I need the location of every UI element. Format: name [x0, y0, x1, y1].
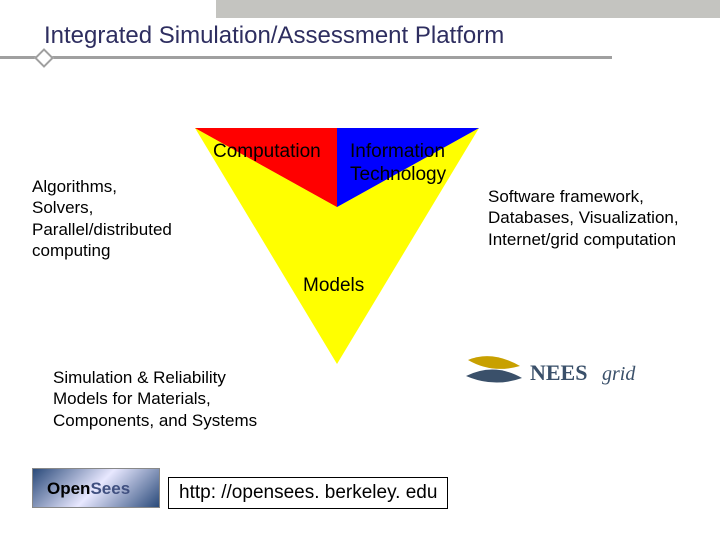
- annotation-line: computing: [32, 240, 172, 261]
- title-diamond-icon: [34, 48, 54, 68]
- url-text: http: //opensees. berkeley. edu: [179, 482, 437, 503]
- opensees-logo: OpenSees: [32, 468, 160, 508]
- annotation-line: Components, and Systems: [53, 410, 257, 431]
- opensees-text-open: Open: [47, 479, 90, 498]
- opensees-text-sees: Sees: [90, 479, 130, 498]
- annotation-line: Parallel/distributed: [32, 219, 172, 240]
- annotation-line: Algorithms,: [32, 176, 172, 197]
- triangle-label-computation: Computation: [213, 141, 321, 163]
- annotation-line: Models for Materials,: [53, 388, 257, 409]
- annotation-line: Databases, Visualization,: [488, 207, 679, 228]
- annotation-line: Software framework,: [488, 186, 679, 207]
- annotation-line: Solvers,: [32, 197, 172, 218]
- annotation-models: Simulation & Reliability Models for Mate…: [53, 367, 257, 431]
- triangle-label-information-line1: Information: [350, 141, 445, 163]
- title-underline: [0, 56, 612, 59]
- page-title: Integrated Simulation/Assessment Platfor…: [44, 22, 504, 50]
- header-band: [216, 0, 720, 18]
- annotation-computation: Algorithms, Solvers, Parallel/distribute…: [32, 176, 172, 261]
- neesgrid-text-nees: NEES: [530, 360, 587, 385]
- triangle-label-models: Models: [303, 275, 364, 297]
- neesgrid-logo: NEES grid: [462, 348, 654, 394]
- annotation-line: Simulation & Reliability: [53, 367, 257, 388]
- triangle-label-information-line2: Technology: [350, 164, 446, 186]
- annotation-information: Software framework, Databases, Visualiza…: [488, 186, 679, 250]
- neesgrid-text-grid: grid: [602, 363, 636, 385]
- url-box: http: //opensees. berkeley. edu: [168, 477, 448, 509]
- neesgrid-swoosh-icon: [466, 356, 522, 382]
- annotation-line: Internet/grid computation: [488, 229, 679, 250]
